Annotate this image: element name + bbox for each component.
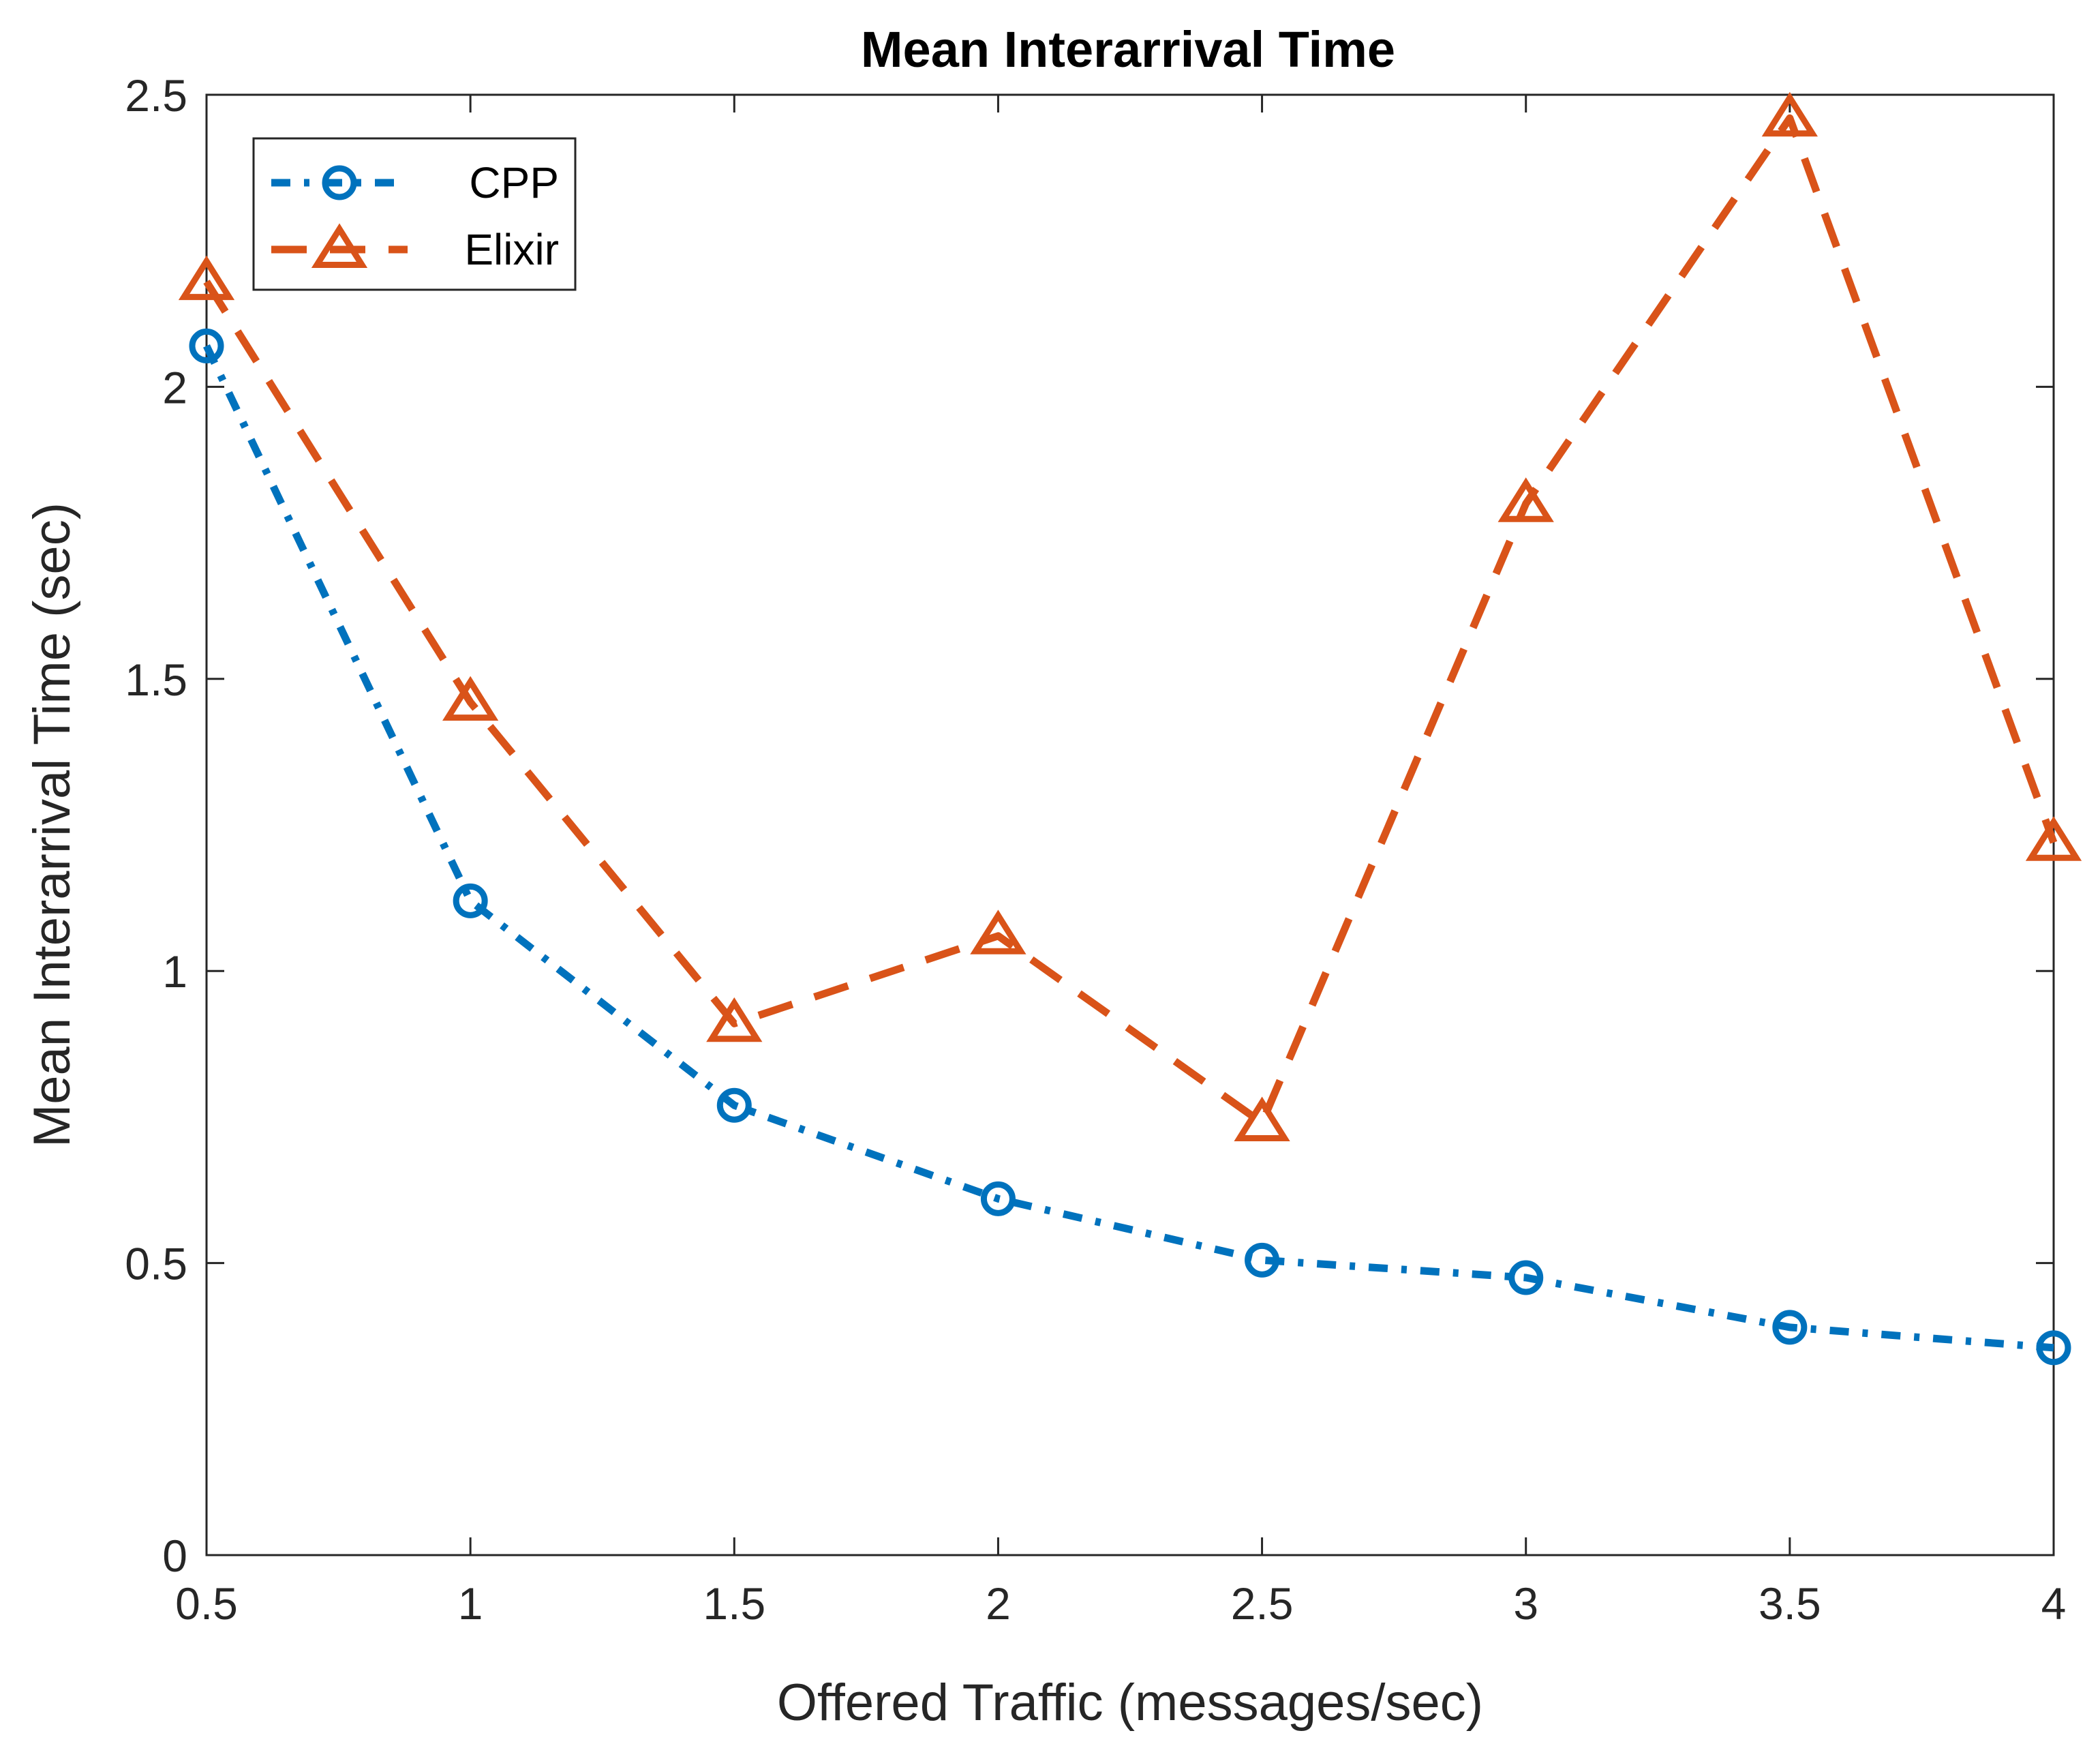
series-elixir: [178, 91, 2082, 1141]
legend-marker-elixir: [311, 223, 368, 268]
y-axis-title: Mean Interarrival Time (sec): [23, 502, 81, 1147]
data-point-elixir: [1761, 91, 1819, 137]
x-tick-label: 2.5: [1231, 1578, 1294, 1629]
data-point-elixir: [1497, 477, 1554, 522]
x-tick-label: 2: [986, 1578, 1011, 1629]
legend-item-elixir: Elixir: [271, 223, 559, 274]
data-point-cpp: [980, 1181, 1016, 1216]
x-axis-ticks: 0.5 1 1.5 2 2.5 3 3.5 4: [175, 95, 2066, 1629]
data-point-cpp: [453, 883, 488, 918]
x-axis-title: Offered Traffic (messages/sec): [777, 1674, 1483, 1732]
data-point-elixir: [706, 997, 763, 1042]
y-tick-label: 2.5: [125, 70, 187, 121]
y-axis-ticks: 0 0.5 1 1.5 2 2.5: [125, 70, 2054, 1581]
series-line-elixir: [203, 114, 2058, 1127]
series-cpp: [189, 328, 2071, 1366]
data-point-elixir: [178, 255, 235, 301]
x-tick-label: 1.5: [703, 1578, 765, 1629]
data-point-cpp: [1772, 1310, 1808, 1345]
data-point-cpp: [716, 1087, 752, 1123]
x-tick-label: 1: [458, 1578, 483, 1629]
data-point-elixir: [1234, 1096, 1290, 1141]
series-line-cpp: [203, 344, 2054, 1352]
y-tick-label: 2: [162, 362, 187, 412]
data-point-cpp: [1245, 1242, 1280, 1278]
x-tick-label: 4: [2041, 1578, 2067, 1629]
legend-box: [252, 137, 577, 291]
y-tick-label: 0: [162, 1531, 187, 1581]
legend: CPP Elixir: [252, 137, 577, 291]
legend-item-cpp: CPP: [271, 158, 559, 207]
x-tick-label: 3: [1513, 1578, 1538, 1629]
y-tick-label: 1.5: [125, 654, 187, 705]
y-tick-label: 0.5: [125, 1239, 187, 1289]
data-point-cpp: [1508, 1260, 1544, 1295]
y-tick-label: 1: [162, 946, 187, 997]
chart-title: Mean Interarrival Time: [861, 21, 1395, 78]
data-point-elixir: [2025, 816, 2082, 861]
data-point-elixir: [970, 909, 1026, 954]
legend-marker-cpp: [322, 165, 357, 200]
data-point-elixir: [442, 676, 499, 721]
x-tick-label: 0.5: [175, 1578, 238, 1629]
x-tick-label: 3.5: [1759, 1578, 1821, 1629]
legend-label-cpp: CPP: [469, 158, 559, 207]
data-point-cpp: [189, 328, 224, 363]
legend-label-elixir: Elixir: [464, 225, 559, 274]
data-point-cpp: [2036, 1330, 2071, 1366]
data-series: [178, 91, 2082, 1366]
